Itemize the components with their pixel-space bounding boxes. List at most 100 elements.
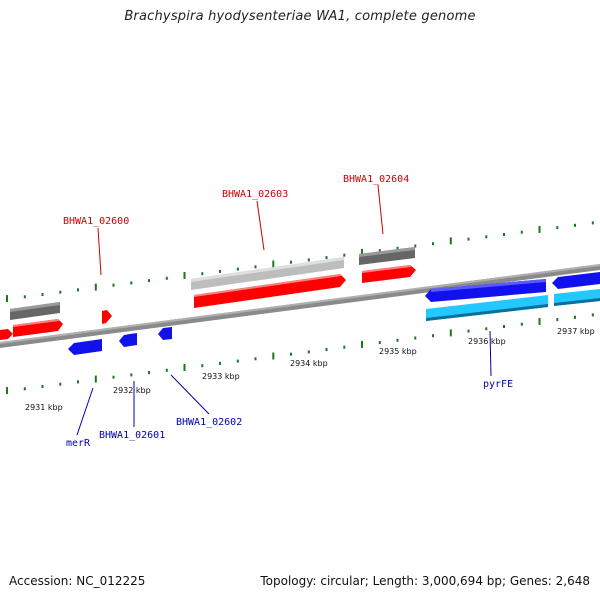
cds-feature-bhwa1-02601[interactable]	[119, 333, 137, 347]
scale-label-2935: 2935 kbp	[379, 347, 417, 356]
forward-scale-ticks	[6, 221, 594, 303]
scale-tick	[414, 244, 417, 248]
scale-tick	[201, 272, 204, 276]
scale-tick	[236, 267, 239, 271]
gene-feature-bhwa1-02599-gene-top	[10, 302, 60, 312]
cds-feature-bhwa1-02600[interactable]	[102, 310, 112, 324]
scale-tick	[77, 288, 79, 292]
scale-tick	[201, 364, 204, 368]
gene-label-bhwa1-02601[interactable]: BHWA1_02601	[99, 430, 165, 441]
scale-tick	[591, 313, 594, 317]
scale-tick	[41, 385, 44, 388]
gene-label-bhwa1-02603[interactable]: BHWA1_02603	[222, 189, 288, 200]
cds-feature-bhwa1-02602[interactable]	[158, 327, 172, 340]
leader-line-merr	[76, 387, 94, 436]
scale-tick	[361, 248, 363, 256]
scale-tick	[148, 279, 150, 283]
scale-tick	[538, 225, 541, 233]
scale-tick	[378, 341, 381, 345]
scale-tick	[254, 357, 257, 361]
gene-label-bhwa1-02604[interactable]: BHWA1_02604	[343, 174, 409, 185]
scale-tick	[307, 258, 310, 262]
scale-tick	[520, 322, 523, 326]
cds-feature-pyrfe[interactable]	[425, 279, 546, 302]
scale-tick	[485, 327, 488, 331]
gene-label-merr[interactable]: merR	[66, 438, 91, 449]
scale-tick	[574, 315, 576, 319]
cds-feature-next-reverse[interactable]	[552, 272, 600, 289]
scale-tick	[219, 361, 221, 365]
scale-tick	[130, 373, 133, 377]
scale-tick	[307, 350, 310, 354]
scale-tick	[574, 223, 576, 227]
scale-tick	[165, 368, 168, 372]
scale-tick	[183, 272, 186, 279]
scale-tick	[112, 283, 115, 287]
leader-line-bhwa1-02603	[256, 200, 265, 251]
genome-backbone-highlight	[0, 264, 600, 344]
scale-tick	[556, 226, 559, 230]
cds-feature-bhwa1-02604-top	[362, 265, 411, 273]
scale-tick	[59, 290, 62, 294]
scale-tick	[148, 371, 150, 375]
leader-line-bhwa1-02604	[377, 184, 384, 235]
scale-label-2931: 2931 kbp	[25, 403, 63, 412]
scale-tick	[6, 295, 8, 303]
scale-tick	[449, 237, 452, 245]
scale-tick	[396, 338, 399, 342]
scale-tick	[396, 246, 399, 250]
gene-feature-bhwa1-02603-pseudo-top	[191, 257, 344, 282]
scale-tick	[414, 336, 417, 340]
scale-tick	[449, 329, 452, 337]
genome-summary-text: Topology: circular; Length: 3,000,694 bp…	[260, 574, 590, 588]
scale-tick	[520, 230, 523, 234]
scale-tick	[23, 295, 26, 299]
scale-tick	[325, 348, 328, 352]
scale-tick	[467, 237, 470, 241]
scale-tick	[219, 269, 221, 273]
scale-label-2932: 2932 kbp	[113, 386, 151, 395]
gene-label-bhwa1-02600[interactable]: BHWA1_02600	[63, 216, 129, 227]
scale-tick	[254, 265, 257, 269]
scale-tick	[94, 375, 97, 383]
scale-label-2934: 2934 kbp	[290, 359, 328, 368]
scale-label-2937: 2937 kbp	[557, 327, 595, 336]
scale-tick	[361, 340, 363, 348]
scale-tick	[236, 359, 239, 363]
cds-feature-bhwa1-02599-top	[13, 319, 59, 327]
scale-tick	[112, 375, 115, 379]
scale-tick	[503, 325, 505, 328]
scale-tick	[41, 293, 44, 296]
cds-feature-bhwa1-02603-top	[194, 274, 341, 297]
leader-line-bhwa1-02600	[97, 227, 102, 276]
scale-tick	[183, 364, 186, 371]
cds-feature-bhwa1-02603[interactable]	[194, 274, 346, 308]
scale-tick	[77, 380, 79, 384]
reverse-scale-ticks	[6, 313, 594, 395]
scale-label-2936: 2936 kbp	[468, 337, 506, 346]
cds-feature-left-edge[interactable]	[0, 329, 13, 340]
scale-tick	[432, 242, 434, 246]
gene-feature-bhwa1-02604-gene-top	[359, 247, 415, 257]
scale-tick	[485, 235, 488, 239]
accession-text: Accession: NC_012225	[9, 574, 146, 588]
leader-line-bhwa1-02602	[170, 374, 210, 415]
scale-tick	[503, 233, 505, 236]
gene-label-pyrfe[interactable]: pyrFE	[483, 379, 513, 390]
scale-tick	[432, 334, 434, 338]
cds-feature-merr[interactable]	[68, 339, 102, 355]
gene-feature-next-reverse-bottom	[554, 298, 600, 306]
genome-title: Brachyspira hyodysenteriae WA1, complete…	[124, 9, 476, 24]
gene-label-bhwa1-02602[interactable]: BHWA1_02602	[176, 417, 242, 428]
scale-tick	[59, 382, 62, 386]
scale-tick	[556, 318, 559, 322]
scale-tick	[272, 260, 275, 268]
scale-tick	[6, 387, 8, 395]
leader-line-pyrfe	[489, 330, 492, 377]
scale-tick	[23, 387, 26, 391]
scale-tick	[272, 352, 275, 360]
scale-tick	[290, 352, 292, 356]
scale-tick	[94, 283, 97, 291]
scale-label-2933: 2933 kbp	[202, 372, 240, 381]
